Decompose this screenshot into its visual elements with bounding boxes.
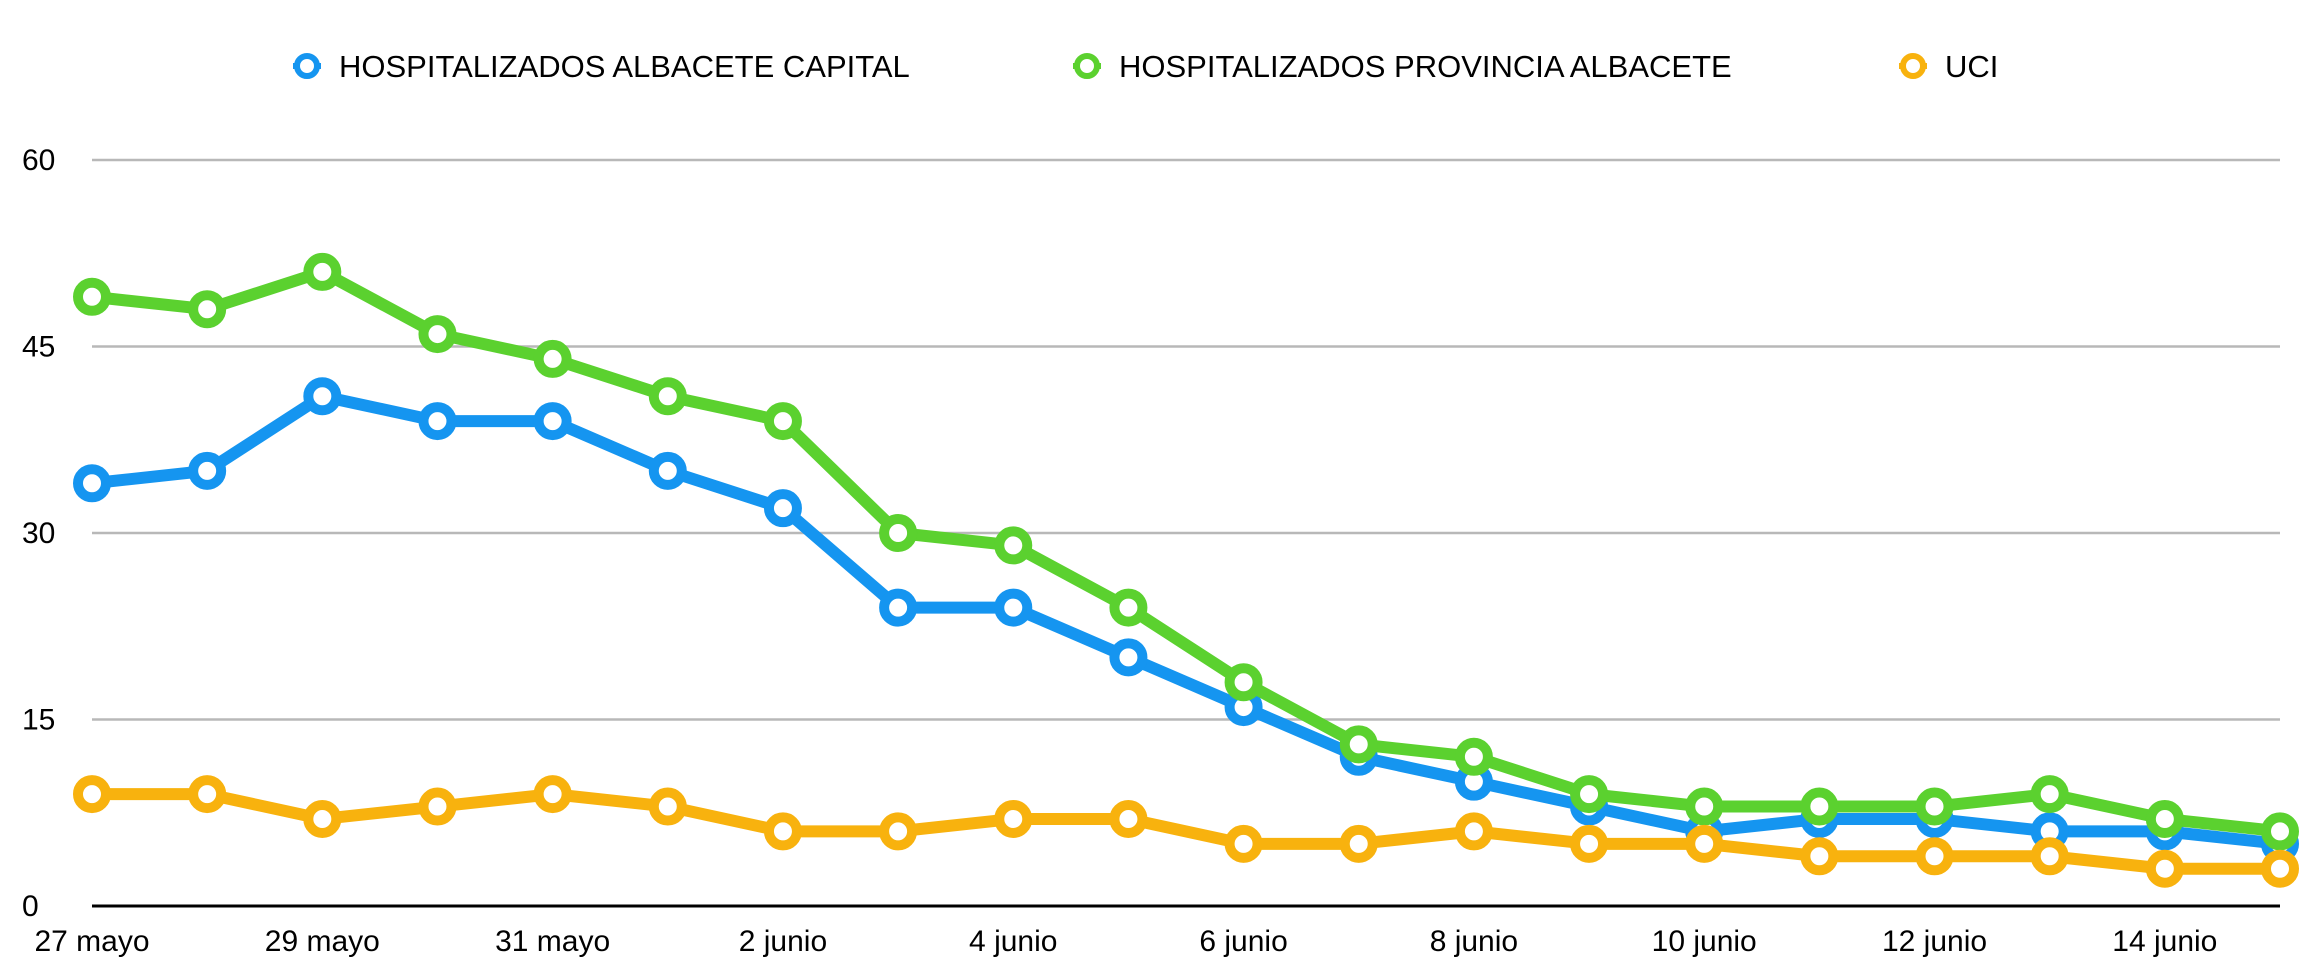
series-line — [86, 265, 2286, 838]
x-tick-label: 10 junio — [1652, 925, 1757, 958]
data-point — [533, 339, 572, 378]
data-point — [188, 290, 227, 329]
y-tick-label: 15 — [22, 704, 55, 737]
x-tick-label: 29 mayo — [265, 925, 380, 958]
data-point — [1109, 638, 1148, 677]
data-point — [648, 377, 687, 416]
data-point — [879, 588, 918, 627]
x-tick-label: 14 junio — [2112, 925, 2217, 958]
x-tick-label: 27 mayo — [34, 925, 149, 958]
data-point — [2261, 849, 2299, 888]
series-1 — [73, 252, 2299, 851]
legend-label: HOSPITALIZADOS ALBACETE CAPITAL — [339, 49, 910, 84]
y-axis-ticks: 0 15 30 45 60 — [22, 144, 55, 923]
data-point — [763, 489, 802, 528]
x-tick-label: 4 junio — [969, 925, 1057, 958]
legend-item: UCI — [1899, 49, 1998, 84]
data-point — [1339, 725, 1378, 764]
data-point — [1454, 812, 1493, 851]
data-point — [73, 775, 111, 814]
gridlines — [92, 158, 2280, 908]
data-point — [188, 775, 227, 814]
data-point — [2261, 812, 2299, 851]
legend-label: UCI — [1945, 49, 1998, 84]
legend: HOSPITALIZADOS ALBACETE CAPITAL HOSPITALI… — [293, 49, 1998, 84]
legend-swatch-marker — [1074, 53, 1100, 79]
data-point — [994, 588, 1033, 627]
data-point — [2030, 837, 2069, 876]
data-point — [303, 799, 342, 838]
legend-item: HOSPITALIZADOS PROVINCIA ALBACETE — [1073, 49, 1732, 84]
data-point — [879, 812, 918, 851]
data-point — [763, 812, 802, 851]
data-point — [763, 402, 802, 441]
data-point — [418, 315, 457, 354]
data-point — [73, 464, 111, 503]
data-point — [994, 526, 1033, 565]
data-point — [1570, 824, 1609, 863]
data-point — [1915, 837, 1954, 876]
data-point — [1109, 799, 1148, 838]
data-point — [418, 402, 457, 441]
legend-label: HOSPITALIZADOS PROVINCIA ALBACETE — [1119, 49, 1732, 84]
data-point — [418, 787, 457, 826]
data-point — [1570, 775, 1609, 814]
data-point — [1685, 824, 1724, 863]
x-tick-label: 6 junio — [1199, 925, 1287, 958]
legend-swatch-marker — [294, 53, 320, 79]
x-axis-ticks: 27 mayo 29 mayo 31 mayo 2 junio 4 junio 6 jun… — [34, 925, 2217, 958]
data-point — [2030, 775, 2069, 814]
data-point — [188, 451, 227, 490]
x-tick-label: 2 junio — [739, 925, 827, 958]
data-point — [1800, 837, 1839, 876]
data-point — [994, 799, 1033, 838]
data-point — [648, 787, 687, 826]
data-point — [1454, 737, 1493, 776]
legend-item: HOSPITALIZADOS ALBACETE CAPITAL — [293, 49, 910, 84]
data-point — [303, 252, 342, 291]
series-line — [86, 390, 2286, 850]
data-point — [1224, 663, 1263, 702]
series-layer — [73, 252, 2299, 888]
y-tick-label: 0 — [22, 890, 39, 923]
data-point — [1800, 787, 1839, 826]
data-point — [648, 451, 687, 490]
data-point — [1109, 588, 1148, 627]
series-2 — [73, 775, 2299, 888]
data-point — [73, 277, 111, 316]
data-point — [533, 775, 572, 814]
series-line — [86, 788, 2286, 875]
data-point — [533, 402, 572, 441]
data-point — [303, 377, 342, 416]
y-tick-label: 60 — [22, 144, 55, 177]
data-point — [2145, 799, 2184, 838]
data-point — [879, 514, 918, 552]
data-point — [1339, 824, 1378, 863]
data-point — [1224, 824, 1263, 863]
x-tick-label: 12 junio — [1882, 925, 1987, 958]
legend-swatch-marker — [1900, 53, 1926, 79]
y-tick-label: 30 — [22, 517, 55, 550]
y-tick-label: 45 — [22, 331, 55, 364]
data-point — [1685, 787, 1724, 826]
x-tick-label: 31 mayo — [495, 925, 610, 958]
data-point — [2145, 849, 2184, 888]
series-0 — [73, 377, 2299, 863]
x-tick-label: 8 junio — [1430, 925, 1518, 958]
data-point — [1915, 787, 1954, 826]
